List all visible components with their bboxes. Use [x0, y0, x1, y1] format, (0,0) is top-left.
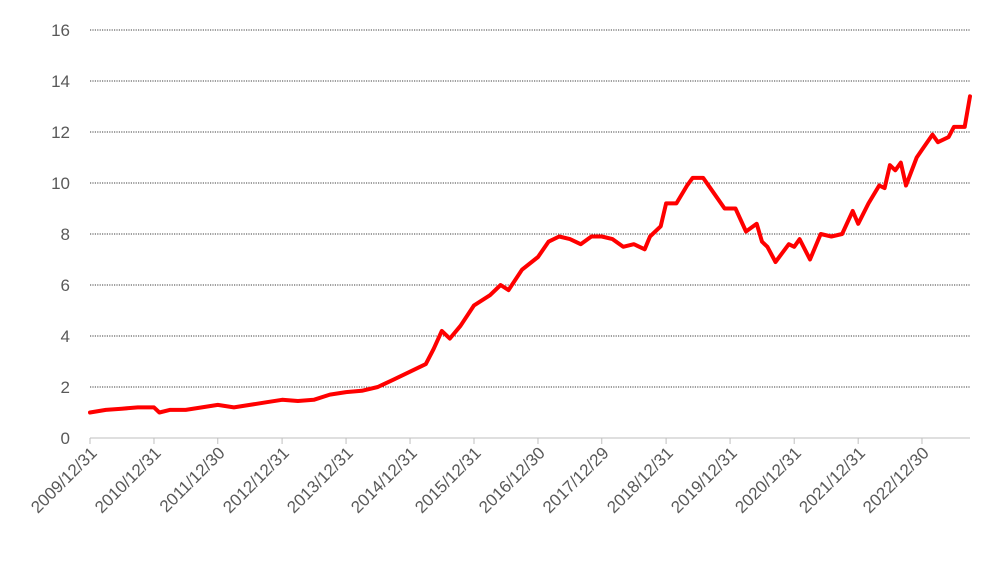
x-axis-tick-labels: 2009/12/312010/12/312011/12/302012/12/31… — [27, 443, 933, 517]
y-tick-label: 14 — [51, 72, 70, 91]
x-tick-label: 2021/12/31 — [795, 443, 869, 517]
x-tick-label: 2019/12/31 — [667, 443, 741, 517]
x-tick-label: 2020/12/31 — [731, 443, 805, 517]
x-tick-label: 2012/12/31 — [219, 443, 293, 517]
y-tick-label: 10 — [51, 174, 70, 193]
x-tick-label: 2022/12/30 — [859, 443, 933, 517]
gridlines — [90, 29, 970, 388]
y-tick-label: 12 — [51, 123, 70, 142]
x-tick-label: 2011/12/30 — [156, 443, 229, 516]
series-layer — [88, 94, 972, 415]
x-tick-label: 2018/12/31 — [603, 443, 677, 517]
y-tick-label: 0 — [61, 429, 70, 448]
x-tick-label: 2013/12/31 — [283, 443, 357, 517]
x-tick-label: 2015/12/31 — [411, 443, 485, 517]
series-line — [88, 94, 972, 415]
y-tick-label: 4 — [61, 327, 70, 346]
x-tick-label: 2009/12/31 — [27, 443, 101, 517]
x-tick-label: 2014/12/31 — [347, 443, 421, 517]
x-tick-label: 2017/12/29 — [539, 443, 613, 517]
y-tick-label: 6 — [61, 276, 70, 295]
x-axis — [89, 437, 970, 444]
y-axis-tick-labels: 0 2 4 6 8 10 12 14 16 — [51, 21, 70, 448]
y-tick-label: 2 — [61, 378, 70, 397]
y-tick-label: 16 — [51, 21, 70, 40]
x-tick-label: 2016/12/30 — [475, 443, 549, 517]
y-tick-label: 8 — [61, 225, 70, 244]
x-tick-label: 2010/12/31 — [91, 443, 165, 517]
